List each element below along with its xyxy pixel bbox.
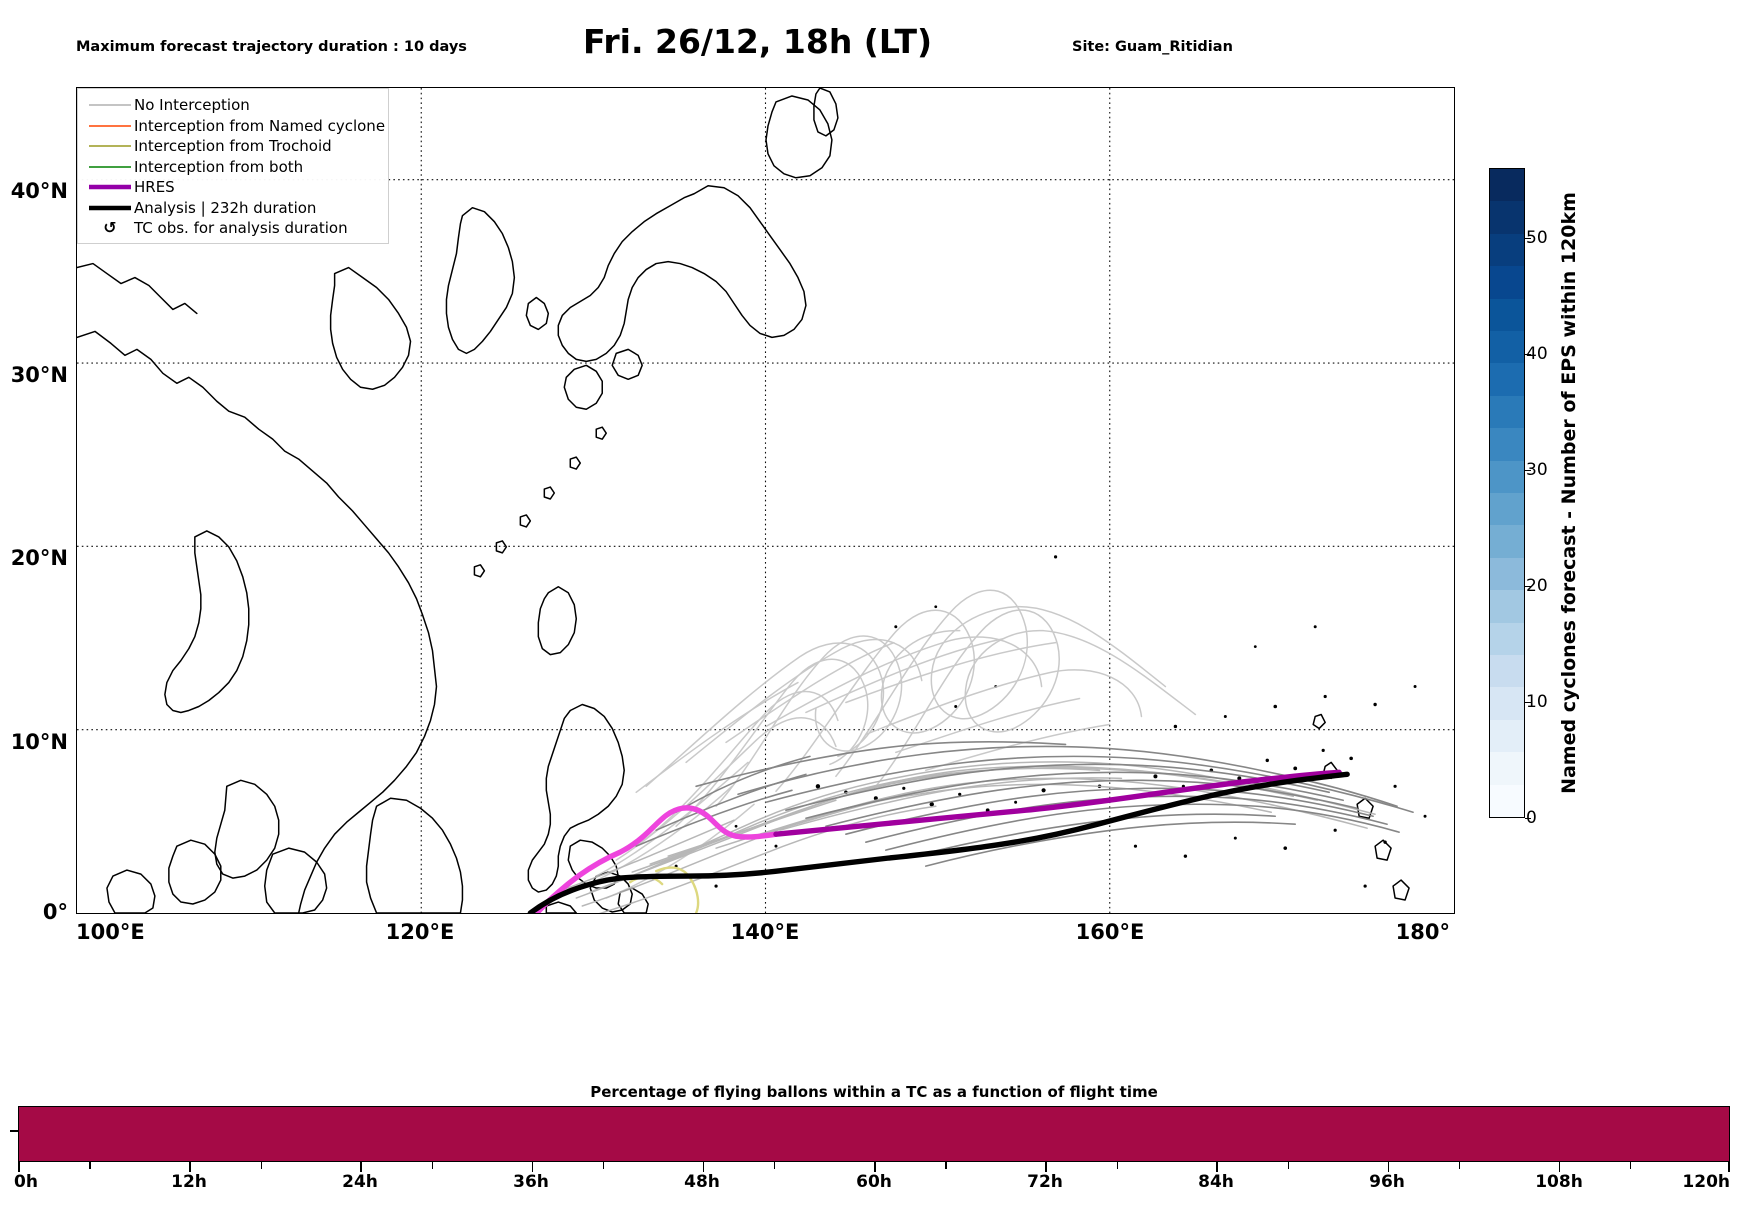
legend-swatch-named-cyclone <box>86 122 134 130</box>
pct-label-84h: 84h <box>1198 1172 1234 1192</box>
map-canvas <box>77 88 1454 913</box>
x-tick-100E: 100°E <box>76 920 145 944</box>
y-tick-40N: 40°N <box>10 179 68 203</box>
legend-swatch-analysis <box>86 204 134 212</box>
colorbar-gradient <box>1489 168 1525 818</box>
y-tick-20N: 20°N <box>10 546 68 570</box>
percentage-bar <box>18 1106 1730 1162</box>
legend-item-tc-obs: ↺ TC obs. for analysis duration <box>86 218 380 239</box>
cyclone-icon-glyph: ↺ <box>103 218 117 238</box>
legend-swatch-no-interception <box>86 101 134 109</box>
pct-label-108h: 108h <box>1535 1172 1583 1192</box>
colorbar-tick-40: 40 <box>1526 344 1548 364</box>
legend-label-both: Interception from both <box>134 157 304 176</box>
y-tick-0: 0° <box>42 900 68 924</box>
percentage-bar-axis <box>18 1162 1730 1172</box>
y-tick-10N: 10°N <box>10 730 68 754</box>
legend-item-analysis: Analysis | 232h duration <box>86 198 380 219</box>
legend-item-hres: HRES <box>86 177 380 198</box>
legend-label-trochoid: Interception from Trochoid <box>134 137 332 156</box>
legend-label-hres: HRES <box>134 178 175 197</box>
legend-label-tc-obs: TC obs. for analysis duration <box>134 219 348 238</box>
coastlines <box>77 88 1427 913</box>
header-right-line-0: Site: Guam_Ritidian <box>1072 39 1233 56</box>
pct-label-48h: 48h <box>684 1172 720 1192</box>
pct-label-36h: 36h <box>513 1172 549 1192</box>
colorbar-axis-label: Named cyclones forecast - Number of EPS … <box>1556 168 1582 818</box>
ensemble-trajectories <box>561 589 1414 913</box>
x-tick-180: 180° <box>1395 920 1450 944</box>
colorbar: 0 10 20 30 40 50 <box>1489 168 1548 828</box>
pct-label-120h: 120h <box>1682 1172 1730 1192</box>
analysis-trajectory <box>527 771 1350 913</box>
percentage-bar-title: Percentage of flying ballons within a TC… <box>590 1083 1158 1101</box>
x-tick-120E: 120°E <box>385 920 455 944</box>
pct-label-24h: 24h <box>342 1172 378 1192</box>
colorbar-tick-20: 20 <box>1526 576 1548 596</box>
colorbar-axis-label-text: Named cyclones forecast - Number of EPS … <box>1558 192 1580 794</box>
legend-item-trochoid: Interception from Trochoid <box>86 136 380 157</box>
pct-label-72h: 72h <box>1027 1172 1063 1192</box>
legend-swatch-hres <box>86 183 134 191</box>
cyclone-icon: ↺ <box>86 220 134 236</box>
pct-label-60h: 60h <box>856 1172 892 1192</box>
x-tick-160E: 160°E <box>1075 920 1145 944</box>
header-left-line-0: Maximum forecast trajectory duration : 1… <box>76 39 467 56</box>
colorbar-tick-50: 50 <box>1526 228 1548 248</box>
legend-swatch-both <box>86 163 134 171</box>
legend-item-named-cyclone: Interception from Named cyclone <box>86 116 385 137</box>
pct-label-0h: 0h <box>14 1172 38 1192</box>
legend-label-named-cyclone: Interception from Named cyclone <box>134 116 386 135</box>
hres-trajectory <box>533 769 1342 913</box>
colorbar-tick-30: 30 <box>1526 460 1548 480</box>
colorbar-tick-0: 0 <box>1526 808 1537 828</box>
page-title: Fri. 26/12, 18h (LT) <box>582 22 933 61</box>
x-tick-140E: 140°E <box>730 920 800 944</box>
colorbar-tick-10: 10 <box>1526 692 1548 712</box>
y-tick-30N: 30°N <box>10 363 68 387</box>
percentage-bar-y-tick <box>10 1130 18 1132</box>
legend-item-no-interception: No Interception <box>86 95 380 116</box>
legend-label-analysis: Analysis | 232h duration <box>134 198 317 217</box>
pct-label-12h: 12h <box>171 1172 207 1192</box>
legend-label-no-interception: No Interception <box>134 96 250 115</box>
pct-label-96h: 96h <box>1369 1172 1405 1192</box>
map-legend: No Interception Interception from Named … <box>77 88 389 244</box>
map-gridlines <box>77 88 1454 913</box>
legend-item-both: Interception from both <box>86 157 380 178</box>
legend-swatch-trochoid <box>86 142 134 150</box>
